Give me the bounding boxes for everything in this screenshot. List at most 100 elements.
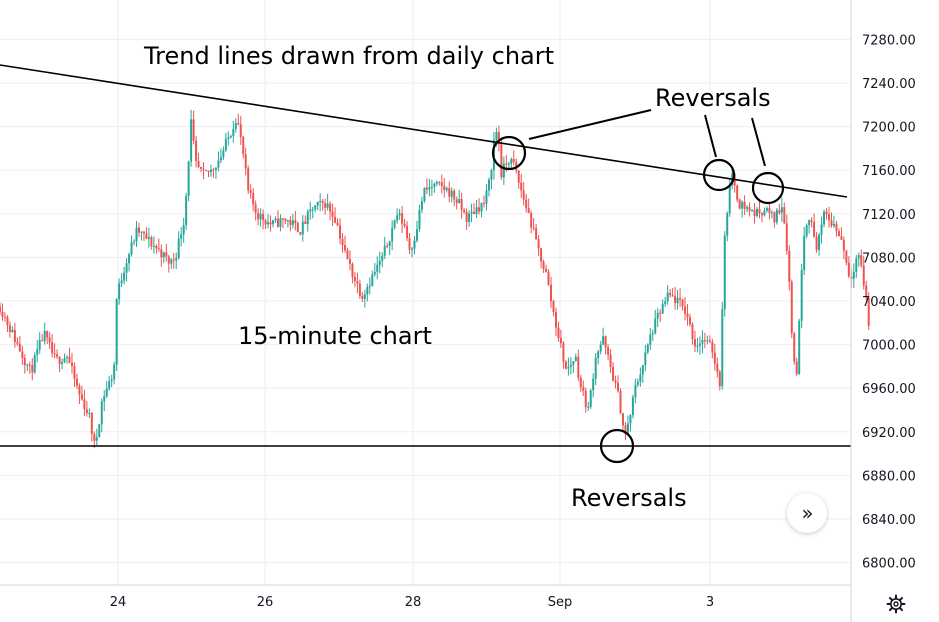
candle-body <box>334 216 337 223</box>
candle-body <box>847 262 850 277</box>
candle-body <box>465 212 468 222</box>
candle-body <box>31 365 34 373</box>
candle-body <box>286 220 289 222</box>
candle-body <box>599 344 602 352</box>
y-tick-label: 7000.00 <box>862 339 916 354</box>
time-axis[interactable]: 24 26 28 Sep 3 <box>110 595 714 610</box>
candle-body <box>386 245 389 247</box>
candle-body <box>319 201 322 203</box>
candle-body <box>172 259 175 261</box>
candle-body <box>460 198 463 210</box>
candle-body <box>142 231 145 234</box>
candle-body <box>621 413 624 426</box>
chart-settings-button[interactable] <box>852 585 939 622</box>
candle-body <box>224 139 227 151</box>
candle-body <box>403 223 406 226</box>
candle-body <box>43 330 46 342</box>
candle-body <box>706 340 709 342</box>
candle-body <box>249 190 252 194</box>
candle-body <box>450 190 453 197</box>
candle-body <box>336 222 339 226</box>
candle-body <box>517 170 520 183</box>
candle-body <box>371 274 374 286</box>
candle-body <box>463 209 466 213</box>
candle-body <box>433 183 436 187</box>
candle-body <box>110 379 113 382</box>
candle-body <box>636 381 639 385</box>
candle-body <box>259 213 262 220</box>
candle-body <box>626 423 629 435</box>
candle-body <box>36 349 39 356</box>
candle-body <box>842 239 845 251</box>
candle-body <box>530 212 533 228</box>
candle-body <box>329 203 332 212</box>
candle-body <box>659 312 662 314</box>
candle-body <box>353 276 356 282</box>
candle-body <box>190 119 193 162</box>
candle-body <box>830 220 833 226</box>
candle-body <box>200 166 203 169</box>
candle-body <box>684 306 687 314</box>
candle-body <box>428 187 431 190</box>
candle-body <box>358 283 361 296</box>
candle-body <box>507 163 510 165</box>
candle-body <box>195 140 198 161</box>
candle-body <box>748 207 751 211</box>
candle-body <box>765 208 768 211</box>
candle-body <box>120 280 123 284</box>
y-tick-label: 7200.00 <box>862 121 916 136</box>
candle-body <box>723 235 726 310</box>
candle-body <box>763 210 766 216</box>
candle-body <box>309 209 312 212</box>
x-tick-label: 26 <box>257 595 274 610</box>
candle-body <box>18 343 21 352</box>
candle-body <box>753 209 756 216</box>
candle-body <box>242 136 245 155</box>
candle-body <box>140 231 143 233</box>
candle-body <box>152 245 155 247</box>
y-tick-label: 6800.00 <box>862 557 916 572</box>
candle-body <box>785 223 788 251</box>
candle-body <box>825 211 828 214</box>
candle-body <box>415 229 418 241</box>
double-chevron-right-icon: ›› <box>801 501 814 525</box>
candle-body <box>167 256 170 264</box>
candle-body <box>482 202 485 204</box>
candle-body <box>669 292 672 296</box>
trend-line <box>0 64 848 198</box>
candle-body <box>495 132 498 140</box>
candle-body <box>185 196 188 225</box>
price-axis[interactable]: 7280.00 7240.00 7200.00 7160.00 7120.00 7080.… <box>862 33 916 571</box>
candle-body <box>480 202 483 212</box>
reversal-circle-2 <box>702 158 736 192</box>
candle-body <box>257 212 260 220</box>
candle-body <box>845 250 848 263</box>
candle-body <box>634 384 637 398</box>
candle-body <box>693 339 696 347</box>
candle-body <box>391 227 394 242</box>
candle-body <box>11 329 14 332</box>
candle-body <box>205 169 208 171</box>
candle-body <box>743 201 746 209</box>
candle-body <box>197 160 200 167</box>
candle-body <box>532 227 535 229</box>
candle-body <box>348 259 351 264</box>
candle-body <box>542 261 545 269</box>
candle-body <box>602 336 605 345</box>
scroll-to-realtime-button[interactable]: ›› <box>787 493 827 533</box>
candle-body <box>232 128 235 136</box>
y-tick-label: 7040.00 <box>862 295 916 310</box>
reversal-circle-4 <box>599 428 635 464</box>
candle-body <box>13 329 16 342</box>
candle-body <box>70 362 73 367</box>
candle-body <box>118 283 121 300</box>
candle-body <box>688 317 691 325</box>
candle-body <box>93 433 96 441</box>
candle-body <box>133 241 136 243</box>
candle-body <box>440 182 443 186</box>
candle-body <box>356 281 359 284</box>
candle-body <box>686 313 689 318</box>
candle-body <box>832 223 835 226</box>
candle-body <box>326 203 329 208</box>
